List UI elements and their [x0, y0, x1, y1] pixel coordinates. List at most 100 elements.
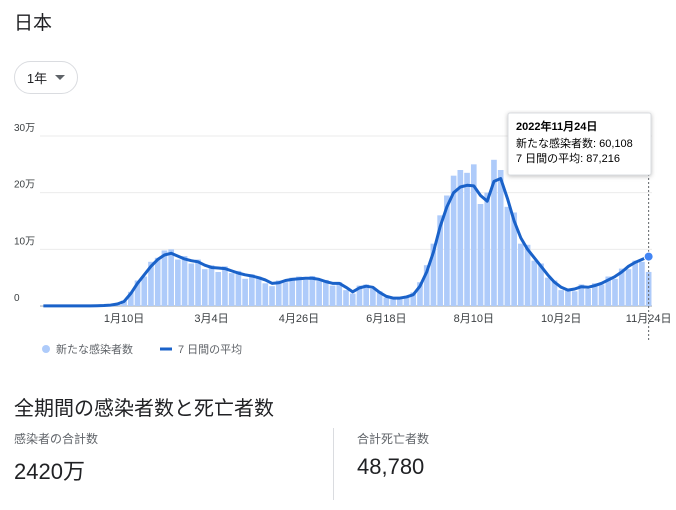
bar — [201, 269, 208, 306]
dropdown-arrow — [55, 74, 66, 80]
bar — [464, 172, 470, 306]
legend-dot — [42, 345, 50, 353]
bar — [571, 291, 578, 306]
bar — [316, 281, 322, 306]
bar — [282, 282, 289, 306]
bar — [518, 243, 524, 306]
bar — [403, 295, 410, 306]
bar — [195, 259, 201, 306]
bar — [329, 285, 336, 306]
bar — [592, 283, 598, 306]
bar — [491, 159, 497, 306]
bar — [222, 266, 228, 306]
bar — [618, 268, 625, 306]
bar — [538, 263, 544, 306]
bar — [215, 272, 222, 306]
bar — [336, 282, 343, 306]
bar — [504, 206, 511, 306]
bar — [645, 271, 652, 306]
bar — [632, 260, 639, 306]
bar — [134, 280, 141, 306]
bar — [531, 260, 538, 306]
x-tick-label: 1月10日 — [104, 313, 144, 325]
bar — [605, 276, 612, 306]
divider — [333, 428, 334, 500]
bar — [161, 250, 168, 306]
bar — [612, 278, 618, 306]
x-tick-label: 3月4日 — [194, 313, 228, 325]
bar — [175, 259, 181, 306]
bar — [390, 298, 396, 306]
bar — [289, 277, 296, 306]
range-dropdown[interactable]: 1年 — [14, 61, 78, 94]
bar — [444, 195, 450, 306]
legend-label: 7 日間の平均 — [178, 343, 242, 356]
y-tick-label: 30万 — [14, 123, 35, 134]
bar — [343, 290, 349, 306]
bar — [262, 283, 269, 306]
bar — [349, 293, 356, 306]
bar — [437, 215, 443, 306]
bar — [578, 284, 585, 306]
x-tick-label: 10月2日 — [541, 313, 581, 325]
tooltip-title: 2022年11月24日 — [516, 119, 597, 133]
summary-value: 48,780 — [357, 454, 425, 479]
bar — [121, 300, 127, 306]
bar — [141, 276, 148, 306]
bar — [383, 297, 390, 306]
bar — [255, 276, 262, 306]
bar — [457, 170, 464, 306]
bar — [558, 290, 565, 306]
summary-label: 合計死亡者数 — [357, 432, 430, 446]
bar — [544, 277, 551, 306]
bar — [154, 257, 161, 306]
bar — [511, 212, 517, 306]
x-tick-label: 4月26日 — [279, 313, 319, 325]
bar — [127, 291, 134, 306]
bar — [269, 286, 275, 306]
bar — [450, 175, 457, 306]
y-tick-label: 0 — [14, 293, 20, 304]
x-tick-label: 6月18日 — [366, 313, 406, 325]
y-tick-label: 20万 — [14, 180, 35, 191]
bar — [484, 192, 491, 306]
bar — [585, 289, 591, 306]
bar — [423, 265, 430, 306]
bar — [249, 274, 255, 306]
bar — [639, 261, 645, 306]
bar — [470, 164, 477, 306]
hover-point — [643, 251, 654, 262]
bar — [275, 280, 282, 306]
bar — [242, 278, 248, 306]
bar — [477, 204, 484, 306]
bar — [524, 244, 531, 306]
bar — [235, 270, 242, 306]
bar — [296, 276, 302, 306]
bar — [376, 291, 383, 306]
tooltip-line: 7 日間の平均: 87,216 — [516, 152, 620, 165]
range-label: 1年 — [26, 71, 48, 86]
bar — [208, 265, 215, 306]
bar — [309, 275, 316, 306]
bar — [322, 279, 329, 306]
bar — [168, 249, 174, 306]
bar — [565, 288, 571, 306]
bar — [396, 296, 403, 306]
bar — [625, 269, 632, 306]
bar — [410, 292, 417, 306]
bar — [188, 263, 195, 306]
legend-label: 新たな感染者数 — [56, 342, 133, 356]
bar — [598, 284, 605, 306]
bar — [228, 273, 235, 306]
bar — [302, 279, 309, 306]
bar — [430, 243, 437, 306]
tooltip-box — [507, 112, 652, 176]
summary-heading: 全期間の感染者数と死亡者数 — [14, 398, 274, 420]
x-tick-label: 8月10日 — [454, 313, 494, 325]
page-title: 日本 — [14, 13, 53, 34]
bar — [497, 170, 504, 306]
summary-label: 感染者の合計数 — [14, 432, 99, 446]
tooltip-line: 新たな感染者数: 60,108 — [516, 136, 633, 150]
bar — [551, 280, 558, 306]
